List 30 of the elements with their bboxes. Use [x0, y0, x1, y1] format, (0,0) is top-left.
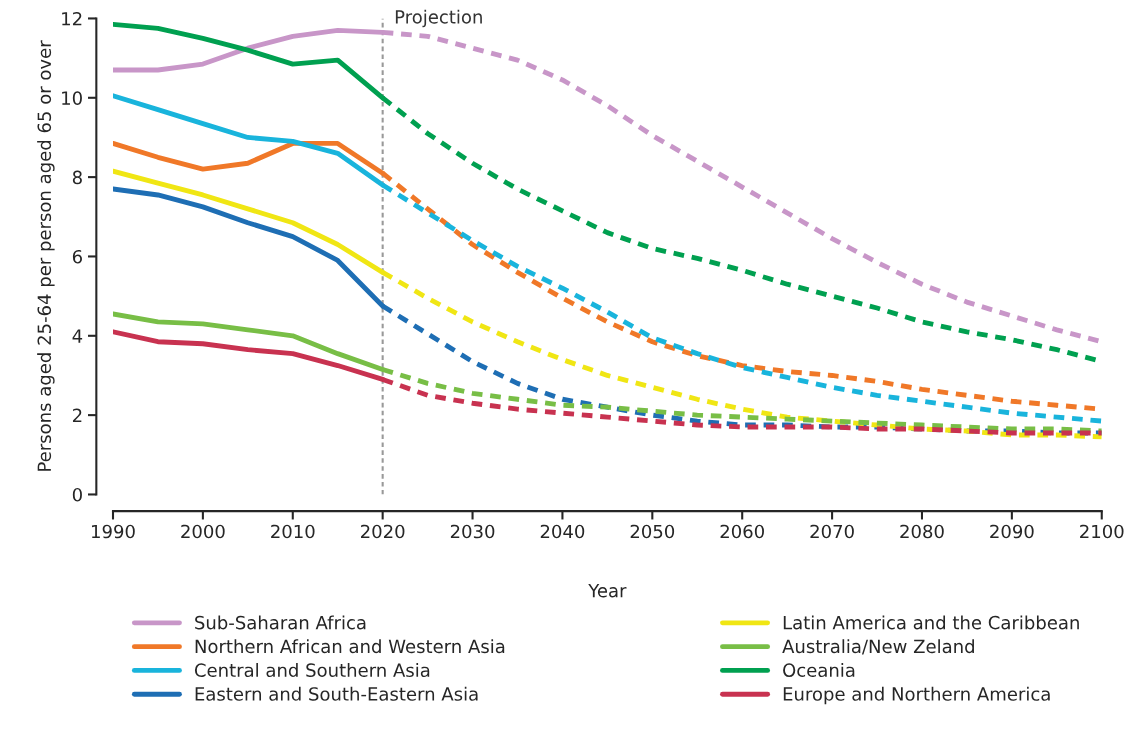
- x-tick-label: 2070: [810, 524, 854, 539]
- legend-label: Sub-Saharan Africa: [195, 615, 366, 630]
- y-axis-title: Persons aged 25-64 per person aged 65 or over: [37, 40, 55, 471]
- legend-label: Eastern and South-Eastern Asia: [195, 686, 478, 701]
- x-tick-label: 1990: [92, 524, 135, 539]
- x-axis-title: Year: [588, 584, 627, 598]
- x-tick-label: 2080: [900, 524, 944, 539]
- x-tick-label: 2090: [990, 524, 1034, 539]
- y-tick-label: 0: [72, 487, 82, 502]
- ref-line-label: Projection: [395, 9, 482, 28]
- legend-label: Latin America and the Caribbean: [783, 615, 1079, 630]
- x-tick-label: 2040: [540, 524, 585, 539]
- x-tick-label: 2000: [181, 524, 225, 539]
- x-tick-label: 2060: [720, 524, 764, 539]
- x-tick-label: 2010: [271, 524, 315, 539]
- legend-label: Australia/New Zeland: [782, 639, 974, 655]
- legend-label: Central and Southern Asia: [194, 663, 430, 677]
- y-tick-label: 6: [72, 249, 82, 264]
- y-tick-label: 2: [72, 408, 82, 422]
- legend-label: Northern African and Western Asia: [195, 639, 505, 654]
- legend-label: Europe and Northern America: [783, 686, 1050, 705]
- x-tick-label: 2030: [450, 524, 495, 539]
- y-tick-label: 10: [62, 91, 82, 105]
- y-tick-label: 4: [72, 329, 83, 343]
- y-tick-label: 8: [72, 170, 82, 185]
- x-tick-label: 2100: [1080, 524, 1124, 539]
- x-tick-label: 2050: [630, 524, 675, 539]
- y-tick-label: 12: [62, 11, 82, 26]
- legend-label: Oceania: [783, 663, 855, 677]
- x-tick-label: 2020: [361, 524, 405, 539]
